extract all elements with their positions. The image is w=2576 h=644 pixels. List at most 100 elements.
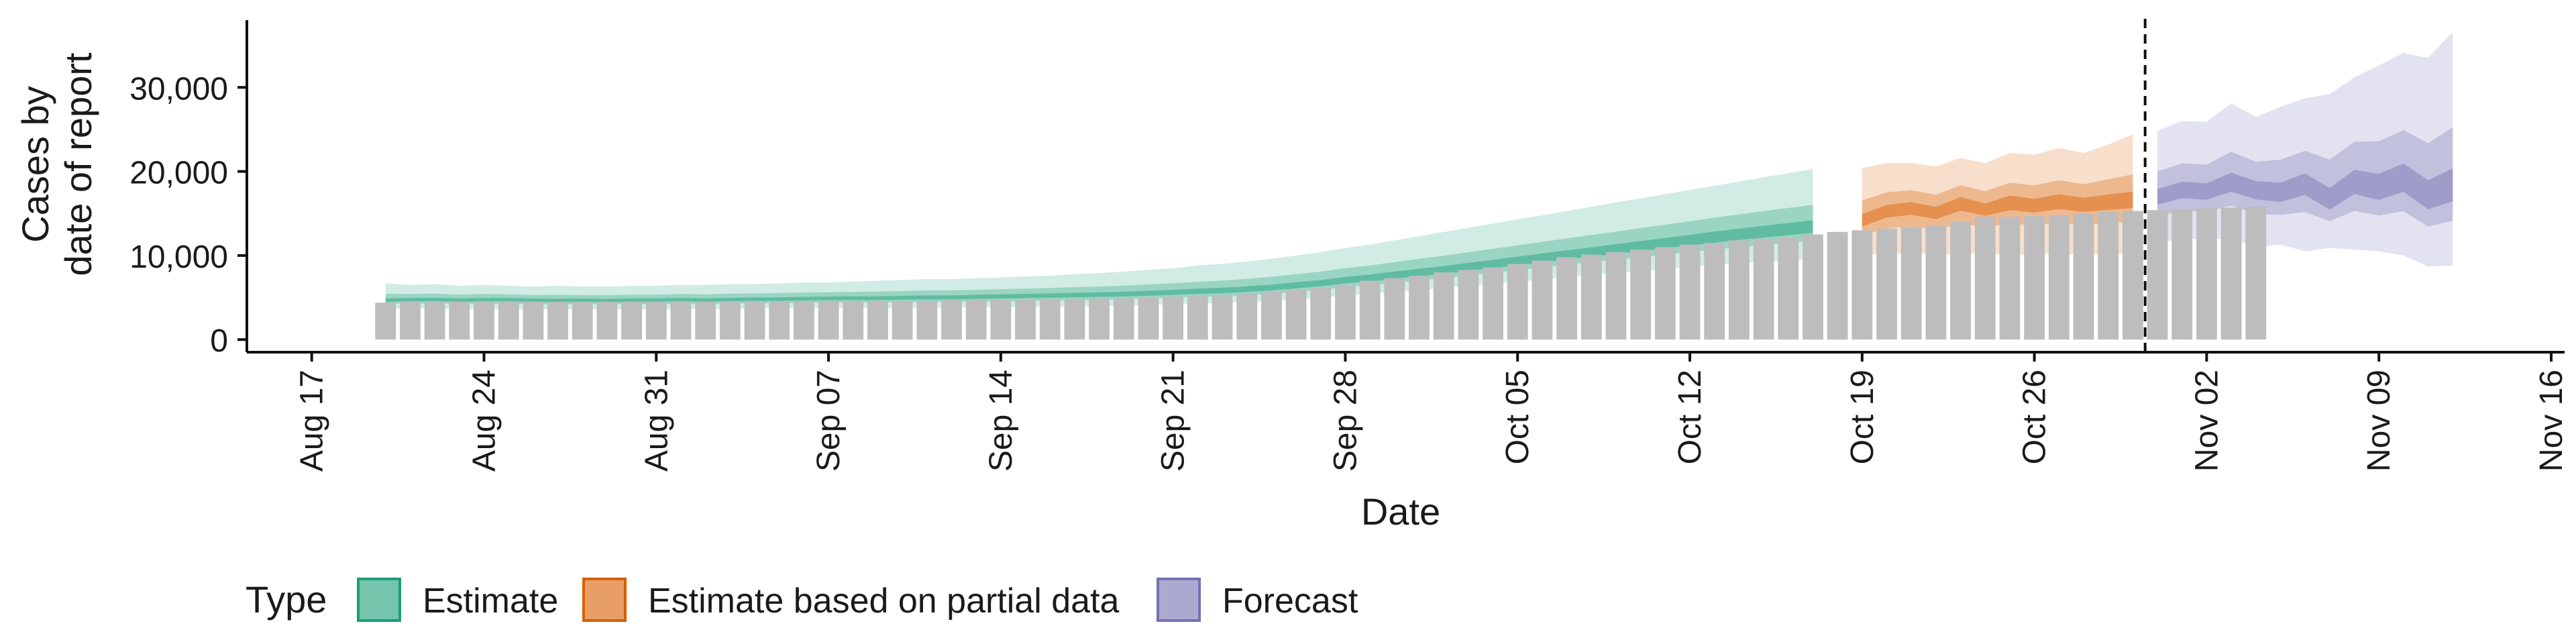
reported-case-bar [1163, 297, 1184, 340]
reported-case-bar [1113, 298, 1134, 340]
reported-case-bar [1654, 247, 1676, 340]
estimate-ribbon-20 [385, 220, 1813, 303]
reported-case-bar [1335, 284, 1356, 340]
reported-case-bar [1999, 217, 2021, 340]
reported-case-bar [1876, 228, 1897, 340]
reported-case-bar [744, 301, 765, 340]
reported-case-bar [843, 301, 864, 340]
reported-case-bar [1974, 217, 1996, 340]
x-axis-ticks: Aug 17 Aug 24 Aug 31 Sep 07 Sep 14 Sep 21 Sep … [294, 352, 2569, 472]
reported-case-bar [769, 301, 790, 340]
reported-case-bar [1851, 230, 1873, 340]
estimate-ribbons [385, 168, 1813, 310]
reported-cases-bars [375, 207, 2267, 340]
reported-case-bar [1138, 297, 1159, 340]
reported-case-bar [1089, 298, 1110, 340]
reported-case-bar [1212, 294, 1233, 340]
reported-case-bar [2073, 213, 2094, 340]
y-tick-label: 10,000 [129, 239, 228, 275]
reported-case-bar [2024, 215, 2045, 340]
reported-case-bar [449, 301, 470, 340]
reported-case-bar [965, 300, 987, 340]
x-tick-label: Nov 16 [2534, 370, 2569, 472]
legend-key-forecast [1157, 578, 1201, 622]
reported-case-bar [892, 301, 913, 340]
y-axis-ticks: 0 10,000 20,000 30,000 [129, 71, 247, 359]
reported-case-bar [1728, 240, 1750, 340]
reported-case-bar [1925, 225, 1947, 340]
reported-case-bar [1384, 278, 1405, 340]
x-tick-label: Oct 12 [1672, 370, 1708, 464]
reported-case-bar [1605, 252, 1627, 340]
reported-case-bar [400, 301, 421, 340]
reported-case-bar [1285, 289, 1307, 340]
partial-ribbon-20 [1862, 191, 2133, 227]
y-axis-label-line-1: Cases by [14, 86, 56, 242]
x-tick-label: Sep 21 [1156, 370, 1191, 472]
y-tick-label: 30,000 [129, 71, 228, 107]
legend-key-estimate [357, 578, 401, 622]
reported-case-bar [621, 301, 642, 340]
reported-case-bar [2245, 207, 2267, 340]
reported-case-bar [1679, 244, 1701, 340]
y-axis-label-line-2: date of report [57, 52, 99, 276]
reported-case-bar [1483, 267, 1503, 340]
x-tick-label: Nov 02 [2189, 370, 2224, 472]
reported-case-bar [498, 301, 519, 340]
x-axis-label: Date [1361, 490, 1440, 533]
reported-case-bar [1433, 272, 1454, 340]
x-tick-label: Oct 05 [1500, 370, 1536, 464]
reported-case-bar [1236, 293, 1258, 340]
reported-case-bar [1827, 231, 1848, 340]
estimate-ribbon-90 [385, 168, 1813, 310]
reported-case-bar [2048, 215, 2070, 340]
legend-title: Type [246, 578, 327, 621]
x-tick-label: Aug 17 [294, 370, 330, 472]
reported-case-bar [916, 301, 938, 340]
x-tick-label: Aug 24 [467, 370, 502, 472]
reported-case-bar [1778, 237, 1799, 340]
legend-label-estimate: Estimate [423, 582, 558, 621]
reported-case-bar [1187, 296, 1208, 340]
reported-case-bar [2220, 207, 2242, 340]
reported-case-bar [1556, 257, 1578, 340]
legend: Type Estimate Estimate based on partial … [246, 578, 1358, 622]
forecast-ribbon-50 [2157, 127, 2453, 227]
reported-case-bar [1260, 291, 1282, 340]
reported-case-bar [867, 301, 888, 340]
reported-case-bar [719, 301, 741, 340]
x-tick-label: Sep 28 [1328, 370, 1363, 472]
reported-case-bar [1310, 287, 1332, 340]
y-tick-label: 20,000 [129, 156, 228, 191]
reported-case-bar [670, 301, 692, 340]
estimate-ribbon-50 [385, 205, 1813, 305]
reported-case-bar [1900, 227, 1922, 340]
reported-case-bar [990, 300, 1012, 340]
x-tick-label: Oct 19 [1845, 370, 1880, 464]
reported-case-bar [941, 300, 962, 340]
reported-case-bar [1409, 275, 1430, 340]
x-tick-label: Nov 09 [2361, 370, 2397, 472]
reported-case-bar [1458, 270, 1479, 340]
reported-case-bar [1704, 243, 1725, 340]
reported-case-bar [596, 301, 618, 340]
reported-case-bar [474, 301, 494, 340]
legend-label-forecast: Forecast [1222, 582, 1358, 621]
reported-case-bar [1039, 299, 1061, 340]
reported-case-bar [1630, 250, 1652, 340]
x-tick-label: Sep 14 [983, 370, 1019, 472]
reported-case-bar [1015, 300, 1036, 340]
reported-case-bar [424, 301, 445, 340]
reported-case-bar [645, 301, 667, 340]
reported-case-bar [572, 301, 593, 340]
reported-case-bar [523, 301, 544, 340]
x-tick-label: Aug 31 [639, 370, 674, 472]
reported-case-bar [1950, 221, 1971, 340]
x-tick-label: Oct 26 [2017, 370, 2053, 464]
reported-case-bar [1532, 260, 1553, 340]
reported-case-bar [2122, 211, 2143, 340]
reported-case-bar [2098, 211, 2119, 340]
reported-case-bar [1803, 234, 1823, 340]
forecast-ribbon-20 [2157, 163, 2453, 210]
